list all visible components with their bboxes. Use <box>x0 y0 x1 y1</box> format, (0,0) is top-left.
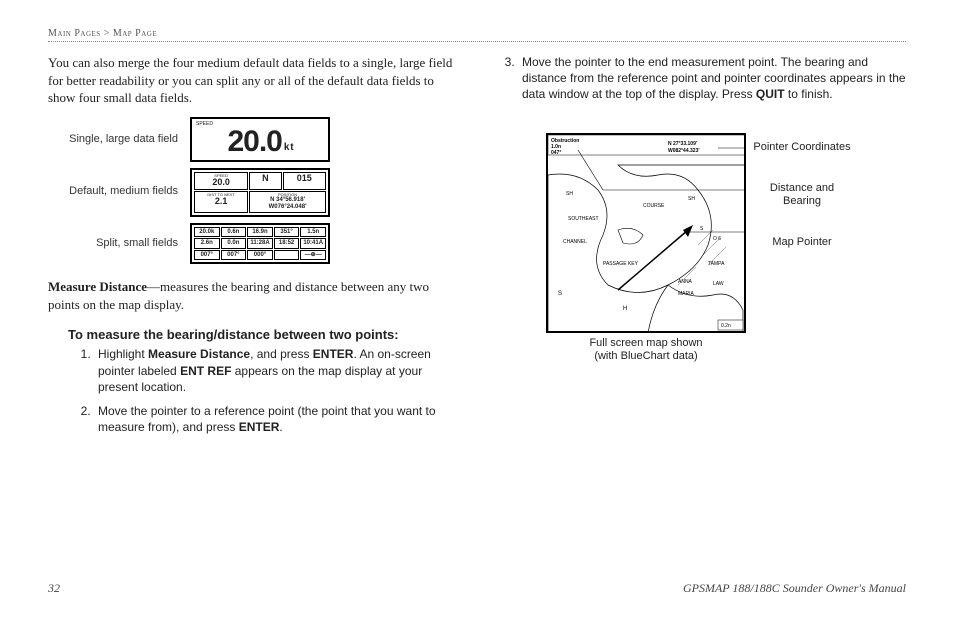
svg-text:SOUTHEAST: SOUTHEAST <box>568 216 599 222</box>
svg-text:S: S <box>700 226 704 232</box>
map-caption: Full screen map shown (with BlueChart da… <box>546 337 746 363</box>
sm-2: 16.9n <box>247 227 273 238</box>
med-cell-0: SPEED20.0 <box>194 172 248 190</box>
sm-3: 351° <box>274 227 300 238</box>
page-number: 32 <box>48 581 60 596</box>
measure-distance-lead: Measure Distance—measures the bearing an… <box>48 278 462 313</box>
svg-text:0.2n: 0.2n <box>721 323 731 329</box>
medium-field-box: SPEED20.0 N 015 DIST TO NEXT2.1 POSITION… <box>190 168 330 217</box>
map-pointer-icon <box>683 225 693 237</box>
right-column: Move the pointer to the end measurement … <box>492 54 906 443</box>
sm-0: 20.0k <box>194 227 220 238</box>
sm-10: 007° <box>194 250 220 261</box>
svg-text:S: S <box>558 291 562 297</box>
med-cell-4: POSITIONN 34°56.918'W076°24.048' <box>249 191 326 213</box>
svg-text:SH: SH <box>566 191 573 197</box>
single-field-box: SPEED 20.0 k t <box>190 117 330 162</box>
map-header-brg: 047° <box>551 150 561 156</box>
sm-13 <box>274 250 300 261</box>
map-header-lon: W082°44.323' <box>668 148 700 154</box>
speed-number: 20.0 <box>227 127 281 157</box>
svg-text:COURSE: COURSE <box>643 203 665 209</box>
steps-list-right: Move the pointer to the end measurement … <box>518 54 906 103</box>
measure-distance-bold: Measure Distance <box>48 279 147 294</box>
map-svg: Obstruction 1.0n 047° N 27°33.109' W082°… <box>548 135 746 333</box>
sm-8: 18:52 <box>274 238 300 249</box>
callout-distance-bearing: Distance and Bearing <box>752 182 852 208</box>
page-footer: 32 GPSMAP 188/188C Sounder Owner's Manua… <box>48 581 906 596</box>
medium-field-row: Default, medium fields SPEED20.0 N 015 D… <box>48 168 462 217</box>
small-field-box: 20.0k 0.6n 16.9n 351° 1.5n 2.6n 0.0n 11:… <box>190 223 330 265</box>
left-column: You can also merge the four medium defau… <box>48 54 462 443</box>
svg-text:SH: SH <box>688 196 695 202</box>
map-header-lat: N 27°33.109' <box>668 141 697 147</box>
single-field-row: Single, large data field SPEED 20.0 k t <box>48 117 462 162</box>
med-cell-3: DIST TO NEXT2.1 <box>194 191 248 213</box>
sm-9: 10:41A <box>300 238 326 249</box>
sm-7: 11:28A <box>247 238 273 249</box>
callout-map-pointer: Map Pointer <box>752 236 852 249</box>
callout-pointer-coordinates: Pointer Coordinates <box>752 141 852 154</box>
svg-text:MARIA: MARIA <box>678 291 695 297</box>
step-2: Move the pointer to a reference point (t… <box>94 403 462 435</box>
sm-12: 000° <box>247 250 273 261</box>
sm-11: 007° <box>221 250 247 261</box>
sm-14: —⊕— <box>300 250 326 261</box>
map-figure: Obstruction 1.0n 047° N 27°33.109' W082°… <box>492 133 906 363</box>
small-grid: 20.0k 0.6n 16.9n 351° 1.5n 2.6n 0.0n 11:… <box>194 227 326 261</box>
breadcrumb: Main Pages > Map Page <box>48 28 906 42</box>
intro-paragraph: You can also merge the four medium defau… <box>48 54 462 107</box>
data-field-figure: Single, large data field SPEED 20.0 k t … <box>48 117 462 265</box>
svg-text:TAMPA: TAMPA <box>708 261 725 267</box>
sm-4: 1.5n <box>300 227 326 238</box>
page-columns: You can also merge the four medium defau… <box>48 54 906 443</box>
svg-text:LAW: LAW <box>713 281 724 287</box>
step-3: Move the pointer to the end measurement … <box>518 54 906 103</box>
medium-field-label: Default, medium fields <box>48 185 178 198</box>
breadcrumb-a: Main Pages <box>48 28 101 39</box>
instruction-heading: To measure the bearing/distance between … <box>68 327 462 342</box>
svg-text:ANNA: ANNA <box>678 279 693 285</box>
map-display: Obstruction 1.0n 047° N 27°33.109' W082°… <box>546 133 746 333</box>
sm-6: 0.0n <box>221 238 247 249</box>
step-1: Highlight Measure Distance, and press EN… <box>94 346 462 395</box>
map-and-caption: Obstruction 1.0n 047° N 27°33.109' W082°… <box>546 133 746 363</box>
small-field-row: Split, small fields 20.0k 0.6n 16.9n 351… <box>48 223 462 265</box>
speed-unit: k t <box>284 143 293 153</box>
med-cell-2: 015 <box>283 172 326 190</box>
map-callouts: Pointer Coordinates Distance and Bearing… <box>752 133 852 250</box>
svg-text:H: H <box>623 306 627 312</box>
single-field-label: Single, large data field <box>48 133 178 146</box>
svg-text:PASSAGE KEY: PASSAGE KEY <box>603 261 639 267</box>
medium-grid: SPEED20.0 N 015 DIST TO NEXT2.1 POSITION… <box>194 172 326 213</box>
small-field-label: Split, small fields <box>48 237 178 250</box>
steps-list-left: Highlight Measure Distance, and press EN… <box>94 346 462 435</box>
manual-title: GPSMAP 188/188C Sounder Owner's Manual <box>683 581 906 596</box>
med-cell-1: N <box>249 172 282 190</box>
svg-text:O 6: O 6 <box>713 236 721 242</box>
breadcrumb-b: Map Page <box>113 28 157 39</box>
speed-value: 20.0 k t <box>196 127 324 157</box>
breadcrumb-sep: > <box>104 28 110 39</box>
svg-text:CHANNEL: CHANNEL <box>563 239 587 245</box>
sm-5: 2.6n <box>194 238 220 249</box>
sm-1: 0.6n <box>221 227 247 238</box>
